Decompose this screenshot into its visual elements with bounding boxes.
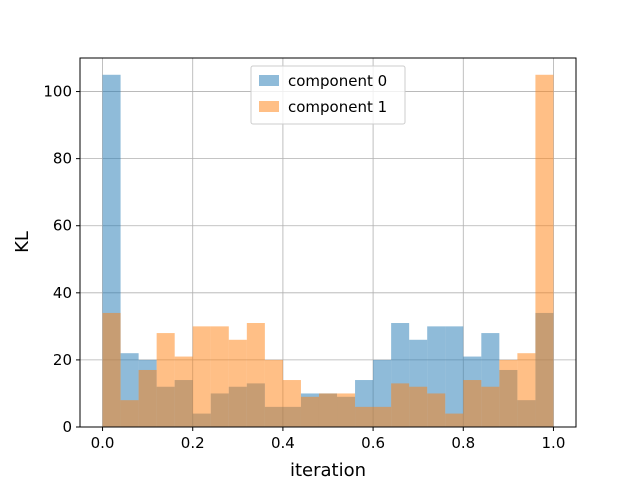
bar-component-1: [138, 369, 157, 427]
y-tick-label: 0: [62, 418, 72, 436]
bar-component-1: [156, 333, 175, 427]
plot-frame: [79, 57, 577, 428]
bar-component-1: [517, 353, 536, 427]
bar-component-1: [264, 359, 283, 427]
bar-component-1: [282, 380, 301, 427]
y-tick-label: 60: [53, 217, 72, 235]
x-tick-label: 0.6: [361, 434, 385, 452]
legend-box: [250, 65, 406, 125]
y-axis-label: KL: [12, 231, 33, 253]
bar-component-1: [445, 413, 464, 427]
bar-component-1: [373, 406, 392, 427]
legend: component 0 component 1: [250, 65, 406, 125]
bar-component-1: [409, 386, 428, 427]
bar-component-1: [210, 326, 229, 427]
bar-component-1: [535, 74, 554, 427]
bar-component-1: [228, 339, 247, 427]
bars: [102, 74, 554, 427]
legend-label: component 0: [288, 72, 387, 90]
x-tick-label: 0.2: [181, 434, 205, 452]
bar-component-1: [463, 380, 482, 427]
bar-component-0: [445, 326, 464, 427]
bar-component-1: [499, 359, 518, 427]
ticks: 0.0 0.2 0.4 0.6 0.8 1.0 0 20 40 60 80 100: [43, 83, 565, 452]
x-tick-label: 1.0: [542, 434, 566, 452]
bar-component-1: [391, 383, 410, 427]
bar-component-1: [192, 326, 211, 427]
bar-component-1: [174, 356, 193, 427]
y-tick-label: 100: [43, 83, 72, 101]
bar-component-1: [337, 393, 356, 427]
axes: [79, 57, 577, 428]
legend-swatch: [259, 101, 279, 112]
x-tick-label: 0.4: [271, 434, 295, 452]
bar-component-1: [300, 396, 319, 427]
bar-component-1: [481, 386, 500, 427]
bar-component-1: [246, 323, 265, 427]
x-tick-label: 0.8: [451, 434, 475, 452]
bar-component-1: [427, 393, 446, 427]
bar-component-1: [102, 312, 121, 427]
legend-label: component 1: [288, 98, 387, 116]
y-tick-label: 40: [53, 284, 72, 302]
legend-swatch: [259, 75, 279, 86]
x-tick-label: 0.0: [91, 434, 115, 452]
y-tick-label: 80: [53, 150, 72, 168]
bar-component-1: [318, 393, 338, 427]
y-tick-label: 20: [53, 351, 72, 369]
bar-component-1: [355, 406, 374, 427]
x-axis-label: iteration: [290, 460, 366, 480]
bar-component-1: [120, 400, 139, 427]
